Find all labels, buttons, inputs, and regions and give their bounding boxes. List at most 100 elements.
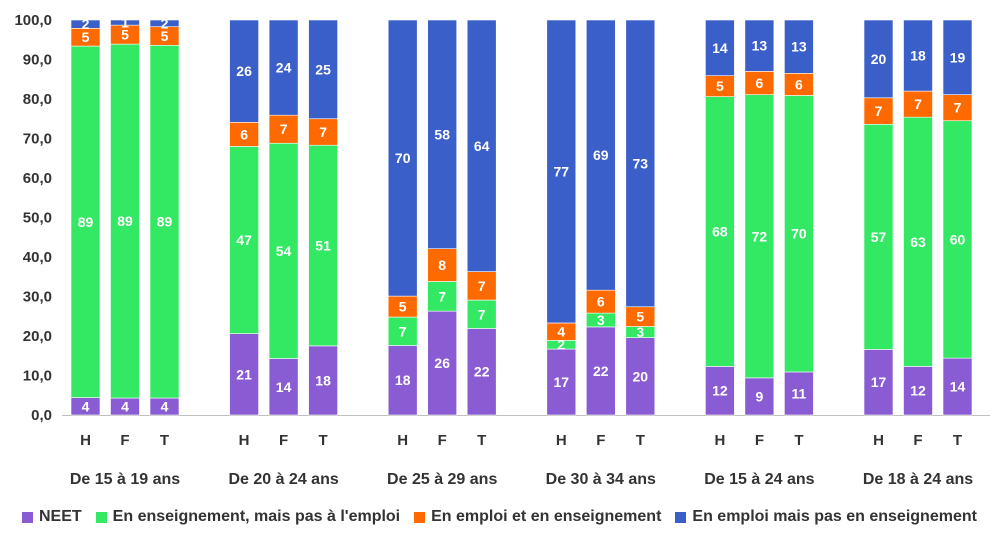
x-subcategory-label: H <box>397 432 408 449</box>
y-tick-label: 90,0 <box>23 52 52 69</box>
legend-label-emploi-et-enseignement: En emploi et en enseignement <box>431 508 662 525</box>
data-label-neet: 14 <box>276 379 292 395</box>
data-label-enseignement: 3 <box>597 312 605 328</box>
data-label-emploi: 64 <box>474 138 490 154</box>
data-label-neet: 20 <box>633 368 649 384</box>
data-label-neet: 14 <box>950 379 966 395</box>
bar-segment-emploi <box>387 19 418 297</box>
bar-segment-emploi <box>942 19 973 95</box>
data-label-neet: 12 <box>712 383 728 399</box>
x-subcategory-label: H <box>714 432 725 449</box>
data-label-emploi-et-enseignement: 7 <box>914 96 922 112</box>
data-label-enseignement: 60 <box>950 231 966 247</box>
x-group-label: De 18 à 24 ans <box>863 471 973 488</box>
bar-segment-emploi <box>268 19 299 116</box>
data-label-emploi: 70 <box>395 150 411 166</box>
x-subcategory-label: H <box>239 432 250 449</box>
data-label-emploi: 2 <box>161 15 169 31</box>
bar-segment-neet <box>546 348 577 416</box>
bar-segment-enseignement <box>268 142 299 359</box>
y-tick-label: 20,0 <box>23 328 52 345</box>
data-label-neet: 4 <box>82 398 90 414</box>
data-label-emploi-et-enseignement: 6 <box>756 75 764 91</box>
bar-segment-emploi <box>705 19 735 76</box>
y-tick-label: 50,0 <box>23 210 52 227</box>
data-label-enseignement: 7 <box>438 288 446 304</box>
x-subcategory-label: T <box>953 432 962 449</box>
bar-segment-emploi <box>625 19 656 308</box>
bar-segment-emploi <box>466 19 497 272</box>
bar-segment-neet <box>625 337 656 416</box>
bar-segment-emploi <box>308 19 338 120</box>
data-label-neet: 26 <box>434 355 450 371</box>
y-tick-label: 30,0 <box>23 289 52 306</box>
data-label-neet: 18 <box>315 372 331 388</box>
bar-segment-enseignement <box>308 144 338 347</box>
legend-swatch-neet <box>22 511 33 523</box>
legend-item-emploi: En emploi mais pas en enseignement <box>675 508 977 526</box>
data-label-emploi: 73 <box>633 155 649 171</box>
data-label-emploi-et-enseignement: 5 <box>82 29 90 45</box>
bar-segment-emploi-et-enseignement <box>903 90 933 118</box>
data-label-emploi: 58 <box>434 126 450 142</box>
data-label-emploi-et-enseignement: 7 <box>954 100 962 116</box>
bar-segment-enseignement <box>149 44 180 399</box>
x-group-label: De 25 à 29 ans <box>387 471 497 488</box>
bar-segment-neet <box>308 345 338 416</box>
data-label-neet: 22 <box>474 364 490 380</box>
data-label-neet: 9 <box>756 388 764 404</box>
data-label-enseignement: 57 <box>871 229 887 245</box>
bar-segment-emploi-et-enseignement <box>863 97 894 125</box>
data-label-enseignement: 47 <box>236 232 252 248</box>
bar-segment-emploi <box>585 19 616 291</box>
x-subcategory-label: H <box>80 432 91 449</box>
data-label-emploi-et-enseignement: 7 <box>280 121 288 137</box>
data-label-emploi: 24 <box>276 60 292 76</box>
legend-label-neet: NEET <box>39 508 82 525</box>
bar-segment-emploi <box>427 19 458 250</box>
x-subcategory-label: F <box>438 432 447 449</box>
data-label-enseignement: 3 <box>636 324 644 340</box>
x-subcategory-label: T <box>160 432 169 449</box>
bar-segment-neet <box>942 357 973 416</box>
y-tick-label: 80,0 <box>23 91 52 108</box>
x-subcategory-label: H <box>873 432 884 449</box>
bar-segment-enseignement <box>744 94 775 379</box>
data-label-emploi-et-enseignement: 5 <box>399 299 407 315</box>
legend-swatch-emploi <box>675 511 687 523</box>
bar-segment-neet <box>466 328 497 416</box>
data-label-neet: 4 <box>161 399 169 415</box>
data-label-enseignement: 89 <box>157 214 173 230</box>
data-label-emploi: 2 <box>82 16 90 32</box>
data-label-neet: 21 <box>236 366 252 382</box>
x-subcategory-label: F <box>596 432 605 449</box>
data-label-emploi: 26 <box>236 63 252 79</box>
data-label-emploi: 13 <box>791 39 807 55</box>
bar-segment-emploi <box>546 19 577 324</box>
bar-segment-enseignement <box>229 146 259 334</box>
data-label-emploi-et-enseignement: 4 <box>557 324 565 340</box>
x-subcategory-label: F <box>279 432 288 449</box>
legend-item-enseignement: En enseignement, mais pas à l'emploi <box>95 508 400 526</box>
bar-segment-emploi-et-enseignement <box>308 118 338 146</box>
data-label-emploi: 25 <box>315 61 331 77</box>
data-label-emploi: 77 <box>554 163 570 179</box>
x-subcategory-label: F <box>120 432 129 449</box>
data-label-emploi-et-enseignement: 5 <box>161 28 169 44</box>
bar-segment-neet <box>229 333 259 416</box>
data-label-emploi-et-enseignement: 6 <box>795 76 803 92</box>
legend: NEET En enseignement, mais pas à l'emplo… <box>22 505 991 529</box>
data-label-emploi-et-enseignement: 6 <box>597 294 605 310</box>
x-subcategory-label: F <box>913 432 922 449</box>
bar-segment-enseignement <box>863 123 894 350</box>
data-label-enseignement: 68 <box>712 224 728 240</box>
bar-segment-neet <box>585 326 616 416</box>
y-tick-label: 100,0 <box>14 12 52 29</box>
bar-segment-emploi-et-enseignement <box>268 114 299 144</box>
y-tick-label: 40,0 <box>23 249 52 266</box>
bar-segment-enseignement <box>784 95 814 373</box>
legend-swatch-emploi-et-enseignement <box>414 511 426 523</box>
bar-segment-emploi <box>70 19 101 29</box>
y-tick-label: 10,0 <box>23 368 52 385</box>
data-label-enseignement: 63 <box>910 234 926 250</box>
